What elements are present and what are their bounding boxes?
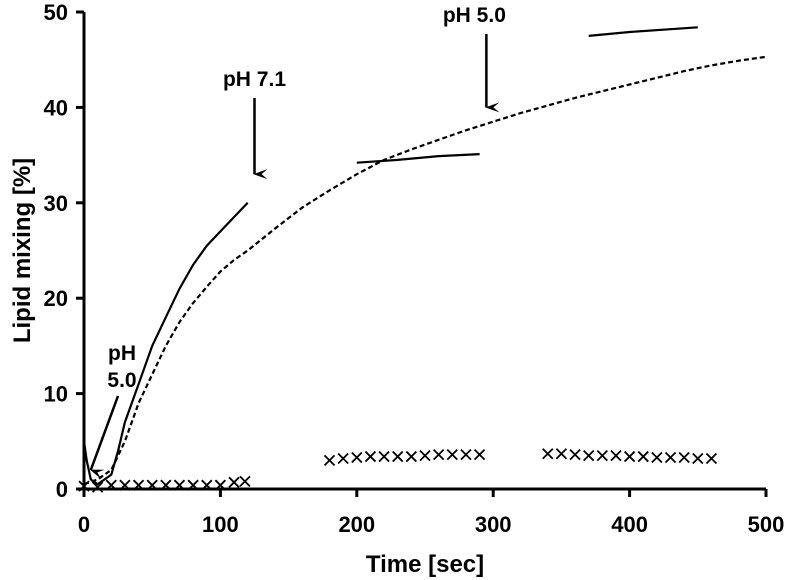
x-marker <box>596 449 608 462</box>
x-marker <box>623 450 636 463</box>
y-axis-title: Lipid mixing [%] <box>9 158 36 343</box>
x-marker <box>651 451 663 464</box>
x-axis-title: Time [sec] <box>366 551 484 578</box>
x-marker <box>364 450 377 463</box>
x-tick-label: 0 <box>78 512 90 537</box>
annotation-layer: pH 7.1 pH 5.0 pH 5.0 <box>89 4 506 480</box>
annotation-label: pH <box>108 342 136 365</box>
x-marker <box>473 449 486 461</box>
annotation-label: pH 5.0 <box>443 4 506 27</box>
x-marker <box>583 449 595 462</box>
y-tick-label: 20 <box>44 286 68 311</box>
x-marker <box>392 450 404 463</box>
annotation-label-line2: 5.0 <box>107 369 136 392</box>
y-tick-label: 40 <box>44 95 68 120</box>
x-marker <box>555 448 568 460</box>
x-tick-label: 300 <box>475 512 512 537</box>
x-marker <box>664 451 677 464</box>
x-marker <box>105 479 117 491</box>
x-marker <box>419 449 431 462</box>
x-marker <box>173 479 186 491</box>
x-marker <box>146 479 158 491</box>
x-marker <box>92 481 104 493</box>
x-tick-label: 200 <box>338 512 375 537</box>
x-marker <box>678 451 690 464</box>
x-marker <box>119 479 131 491</box>
series-1-dashed-line <box>83 55 767 486</box>
x-marker <box>228 476 240 488</box>
x-marker <box>78 480 90 492</box>
x-marker <box>201 479 213 491</box>
series-layer <box>78 26 767 493</box>
x-marker <box>460 449 472 461</box>
x-tick-label: 100 <box>202 512 239 537</box>
axes: 0 100 200 300 400 500 0 10 20 30 40 50 <box>44 0 785 537</box>
annotation-arrow <box>89 395 120 480</box>
x-marker <box>569 449 581 461</box>
series-0-solid-segment <box>356 153 480 164</box>
y-tick-label: 10 <box>44 382 68 407</box>
x-marker <box>378 450 390 463</box>
x-marker <box>610 449 622 462</box>
x-marker <box>637 450 649 463</box>
x-marker <box>323 454 336 467</box>
x-marker <box>337 452 349 465</box>
x-marker <box>446 449 458 461</box>
x-marker <box>542 448 554 460</box>
x-marker <box>239 475 251 488</box>
x-marker <box>405 450 417 463</box>
x-tick-label: 400 <box>611 512 648 537</box>
series-0-solid-segment <box>82 202 249 486</box>
x-marker <box>132 479 145 491</box>
x-marker <box>433 449 445 461</box>
x-marker <box>160 479 172 491</box>
y-tick-label: 50 <box>44 0 68 25</box>
series-0-solid-segment <box>588 26 698 37</box>
x-marker <box>187 479 199 491</box>
y-tick-label: 0 <box>56 477 68 502</box>
x-tick-label: 500 <box>748 512 785 537</box>
annotation-label: pH 7.1 <box>223 68 286 91</box>
x-marker <box>214 479 227 491</box>
x-marker <box>351 451 363 464</box>
y-tick-label: 30 <box>44 191 68 216</box>
x-marker <box>705 452 718 465</box>
x-marker <box>692 452 704 465</box>
